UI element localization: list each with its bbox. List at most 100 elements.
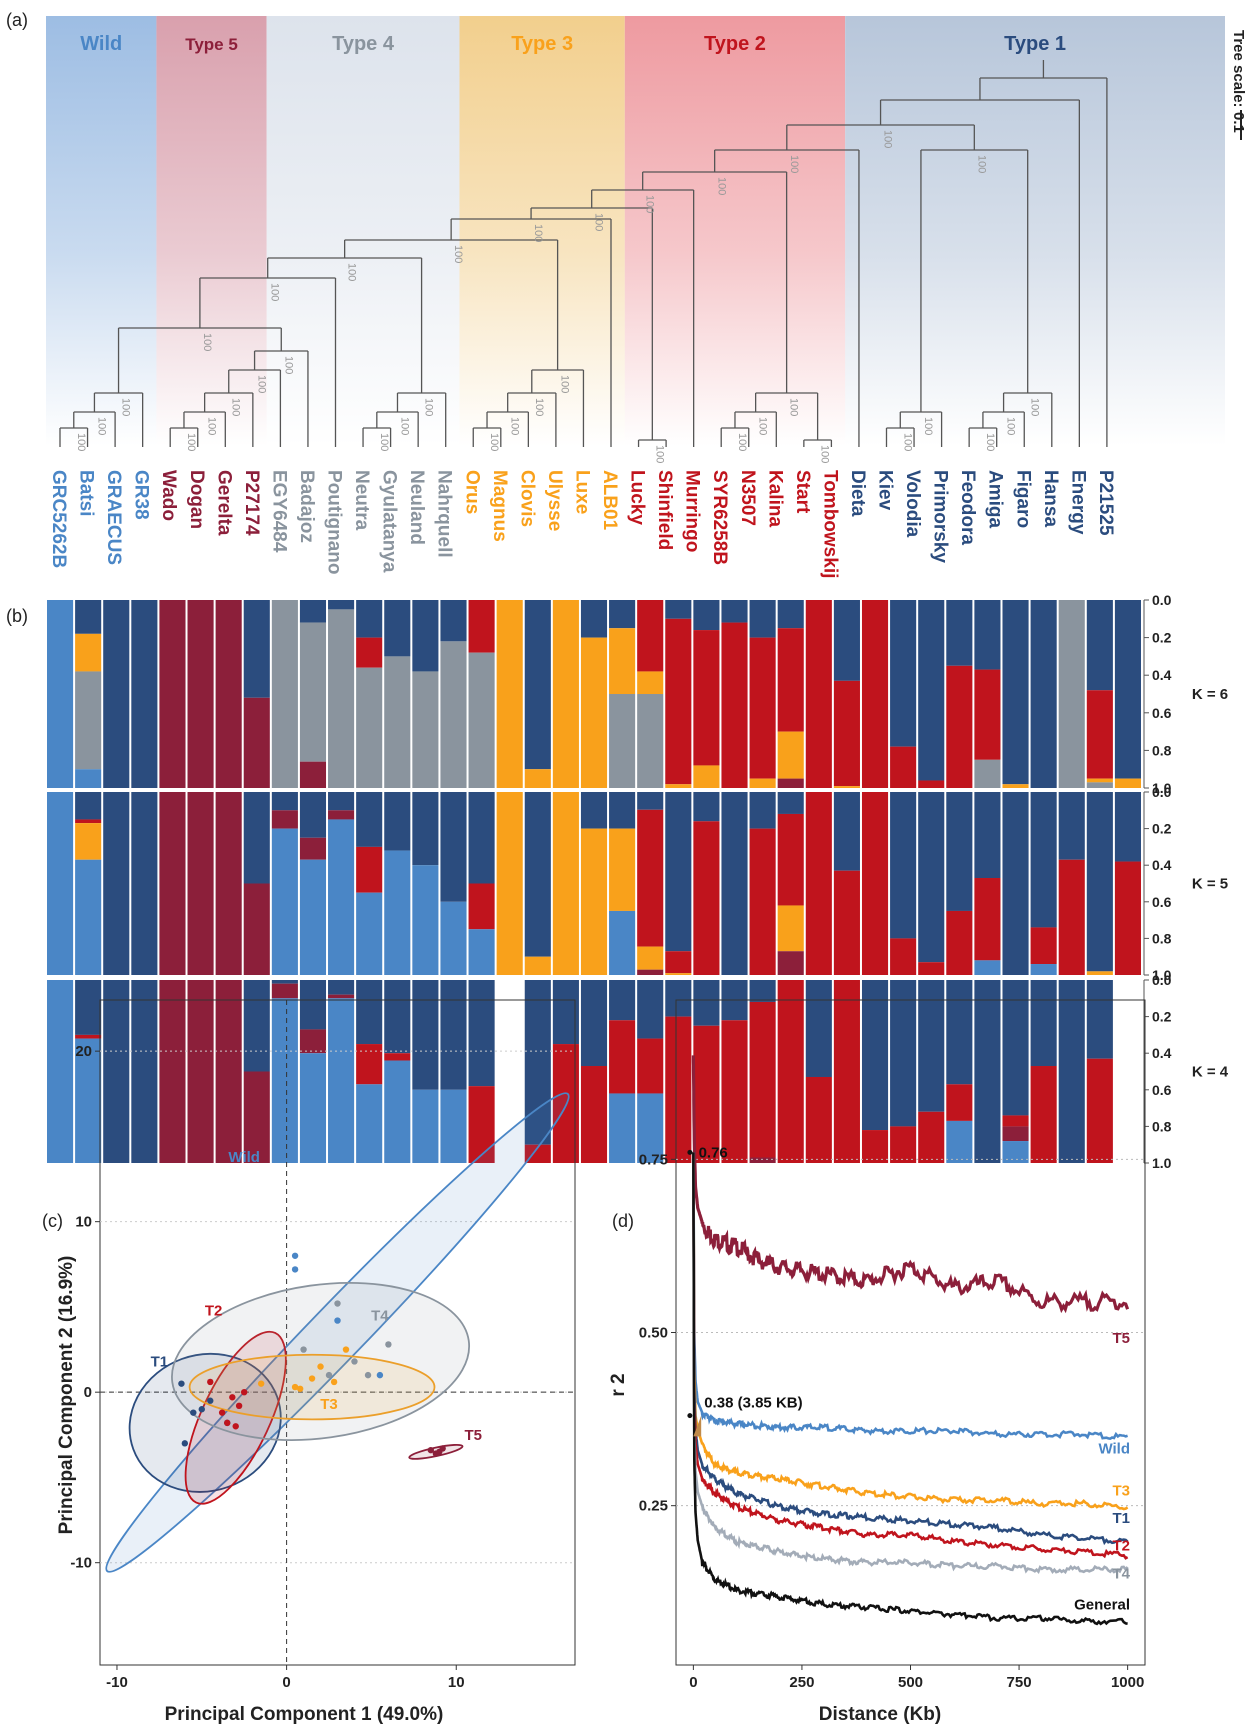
ld-series-label: T1 <box>1112 1510 1130 1527</box>
bootstrap-value: 100 <box>901 433 913 451</box>
admixture-segment <box>1114 600 1141 779</box>
ld-y-tick-label: 0.50 <box>639 1325 668 1342</box>
admixture-segment <box>159 980 186 1163</box>
admixture-segment <box>580 792 608 829</box>
bootstrap-value: 100 <box>975 155 987 173</box>
ld-series-line <box>691 1055 1130 1314</box>
admixture-segment <box>918 792 945 963</box>
admixture-segment <box>693 792 720 822</box>
admixture-segment <box>833 600 860 681</box>
admixture-segment <box>637 600 664 672</box>
pca-x-tick-label: -10 <box>106 1674 128 1691</box>
admixture-segment <box>412 600 439 672</box>
admixture-segment <box>665 951 692 974</box>
pca-point <box>257 1380 265 1387</box>
bootstrap-value: 100 <box>532 224 544 242</box>
pca-y-axis-label: Principal Component 2 (16.9%) <box>56 1256 77 1535</box>
bootstrap-value: 100 <box>716 177 728 195</box>
bootstrap-value: 100 <box>509 417 521 435</box>
leaf-label: Magnus <box>489 470 510 542</box>
leaf-label: Hansa <box>1040 470 1061 527</box>
ld-x-tick-label: 750 <box>1007 1674 1032 1691</box>
pca-point <box>198 1406 205 1413</box>
admixture-segment <box>299 859 327 975</box>
ld-y-axis-label: r 2 <box>608 1373 629 1396</box>
admixture-segment <box>440 641 467 788</box>
leaf-label: EGY6484 <box>268 470 289 553</box>
admixture-segment <box>777 731 804 779</box>
leaf-label: Primorsky <box>930 470 951 563</box>
admixture-segment <box>384 792 411 851</box>
admixture-segment <box>1030 600 1057 788</box>
admixture-segment <box>356 892 383 975</box>
pca-point <box>235 1402 243 1410</box>
admixture-segment <box>356 1044 383 1085</box>
ld-series-label: General <box>1074 1597 1130 1614</box>
admixture-segment <box>299 761 327 788</box>
leaf-label: GRAECUS <box>103 470 124 565</box>
pca-point <box>317 1363 324 1370</box>
admixture-segment <box>749 600 776 638</box>
pca-group-label: T5 <box>464 1427 482 1444</box>
admixture-segment <box>384 1060 411 1163</box>
panel-label-a: (a) <box>6 10 28 30</box>
admixture-segment <box>974 878 1001 961</box>
admixture-segment <box>609 910 636 975</box>
admixture-segment <box>1114 778 1141 788</box>
admixture-segment <box>637 1093 664 1163</box>
admixture-segment <box>496 600 523 788</box>
admixture-segment <box>328 980 355 995</box>
pca-point <box>229 1394 236 1401</box>
admixture-segment <box>693 1025 720 1163</box>
ld-x-tick-label: 1000 <box>1111 1674 1144 1691</box>
admixture-tick-label: 1.0 <box>1152 967 1172 983</box>
admixture-segment <box>1086 971 1113 975</box>
pca-point <box>224 1419 231 1427</box>
pca-point <box>385 1341 392 1348</box>
pca-point <box>376 1371 384 1379</box>
panel-label-d: (d) <box>612 1211 634 1231</box>
admixture-segment <box>496 792 523 975</box>
bootstrap-value: 100 <box>644 195 656 213</box>
tree-scale-label: Tree scale: <box>1230 30 1247 108</box>
admixture-segment <box>75 859 102 975</box>
bootstrap-value: 100 <box>75 433 87 451</box>
bootstrap-value: 100 <box>423 398 435 416</box>
admixture-segment <box>468 929 495 975</box>
ld-x-tick-label: 0 <box>689 1674 697 1691</box>
admixture-segment <box>665 1016 692 1163</box>
admixture-segment <box>946 600 973 666</box>
admixture-segment <box>75 671 102 770</box>
pca-group-label: Wild <box>228 1149 260 1166</box>
admixture-segment <box>946 910 973 975</box>
pca-point <box>342 1346 350 1353</box>
admixture-segment <box>384 980 411 1054</box>
bootstrap-value: 100 <box>533 398 545 416</box>
admixture-tick-label: 0.2 <box>1152 821 1172 837</box>
admixture-segment <box>1058 600 1085 788</box>
clade-label: Type 3 <box>511 33 573 55</box>
admixture-segment <box>946 665 973 788</box>
admixture-segment <box>328 609 355 788</box>
admixture-segment <box>356 980 383 1045</box>
admixture-segment <box>637 969 664 975</box>
admixture-segment <box>243 697 270 788</box>
admixture-segment <box>721 792 748 975</box>
admixture-segment <box>356 600 383 638</box>
pca-ellipse <box>105 1092 570 1573</box>
admixture-segment <box>580 1066 608 1163</box>
pca-point <box>291 1252 299 1259</box>
admixture-tick-label: 0.8 <box>1152 930 1172 946</box>
admixture-segment <box>131 600 158 788</box>
admixture-segment <box>384 850 411 975</box>
admixture-segment <box>299 1053 327 1163</box>
ld-y-tick-label: 0.25 <box>639 1498 668 1515</box>
pca-point <box>325 1371 333 1379</box>
ld-halfdecay-marker <box>693 1415 702 1437</box>
pca-point <box>218 1409 226 1416</box>
admixture-segment <box>215 980 242 1163</box>
admixture-segment <box>833 792 860 871</box>
leaf-label: P27174 <box>241 470 262 536</box>
admixture-segment <box>328 600 355 610</box>
admixture-segment <box>299 980 327 1030</box>
